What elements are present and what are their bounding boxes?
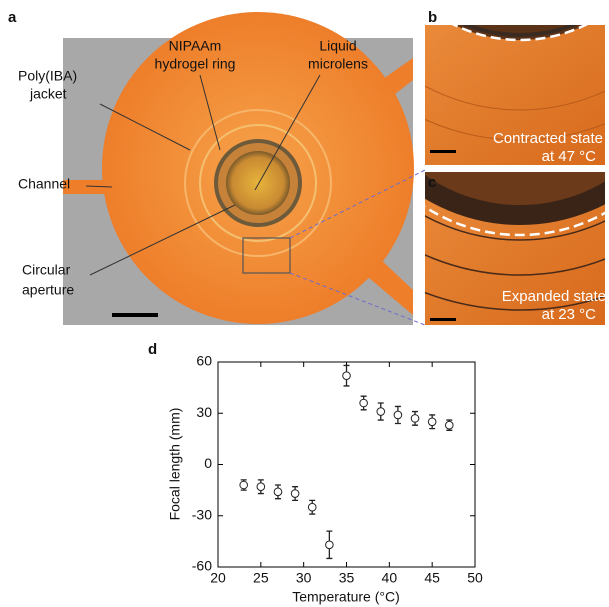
y-axis-label: Focal length (mm) bbox=[167, 408, 183, 521]
caption: at 47 °C bbox=[542, 148, 597, 165]
point bbox=[274, 488, 282, 496]
x-tick-label: 45 bbox=[424, 570, 440, 586]
plot: 20 25 30 35 40 45 50 -60 -30 0 30 60 bbox=[192, 353, 483, 586]
panel-letter: a bbox=[8, 9, 17, 26]
annotation: Circular bbox=[22, 262, 71, 278]
x-axis-label: Temperature (°C) bbox=[292, 589, 400, 605]
annotation: aperture bbox=[22, 282, 74, 298]
annotation: NIPAAm bbox=[169, 38, 222, 54]
annotation: Channel bbox=[18, 176, 70, 192]
scale-bar bbox=[112, 313, 158, 317]
scale-bar bbox=[430, 318, 456, 321]
annotation: jacket bbox=[29, 86, 67, 102]
panel-letter: d bbox=[148, 341, 157, 358]
panel-letter: b bbox=[428, 9, 437, 26]
figure: a NIPAAm hydrogel ring Liquid microlens … bbox=[0, 0, 609, 607]
point bbox=[291, 490, 299, 498]
annotation: Liquid bbox=[319, 38, 356, 54]
x-tick-label: 40 bbox=[382, 570, 398, 586]
lens bbox=[390, 0, 609, 20]
x-tick-label: 30 bbox=[296, 570, 312, 586]
y-tick-label: -30 bbox=[192, 506, 212, 522]
point bbox=[257, 483, 265, 491]
caption: at 23 °C bbox=[542, 306, 597, 323]
panel-letter: c bbox=[428, 174, 436, 191]
caption: Contracted state bbox=[493, 130, 603, 147]
x-tick-label: 25 bbox=[253, 570, 269, 586]
x-tick-label: 50 bbox=[467, 570, 483, 586]
y-tick-label: 30 bbox=[196, 404, 212, 420]
point bbox=[411, 415, 419, 423]
point bbox=[377, 408, 385, 416]
point bbox=[326, 541, 334, 549]
scale-bar bbox=[430, 150, 456, 153]
annotation: Poly(IBA) bbox=[18, 68, 77, 84]
y-tick-label: 60 bbox=[196, 353, 212, 369]
photo-a bbox=[63, 12, 425, 325]
point bbox=[343, 372, 351, 380]
annotation: microlens bbox=[308, 56, 368, 72]
y-tick-label: -60 bbox=[192, 558, 212, 574]
annotation: hydrogel ring bbox=[155, 56, 236, 72]
point bbox=[446, 421, 454, 429]
point bbox=[394, 411, 402, 419]
y-tick-label: 0 bbox=[204, 455, 212, 471]
plot-frame bbox=[218, 362, 475, 567]
point bbox=[240, 481, 248, 489]
microlens bbox=[226, 151, 290, 215]
point bbox=[428, 418, 436, 426]
point bbox=[308, 503, 316, 511]
x-tick-label: 35 bbox=[339, 570, 355, 586]
x-tick-label: 20 bbox=[210, 570, 226, 586]
point bbox=[360, 399, 368, 407]
caption: Expanded state bbox=[502, 288, 606, 305]
